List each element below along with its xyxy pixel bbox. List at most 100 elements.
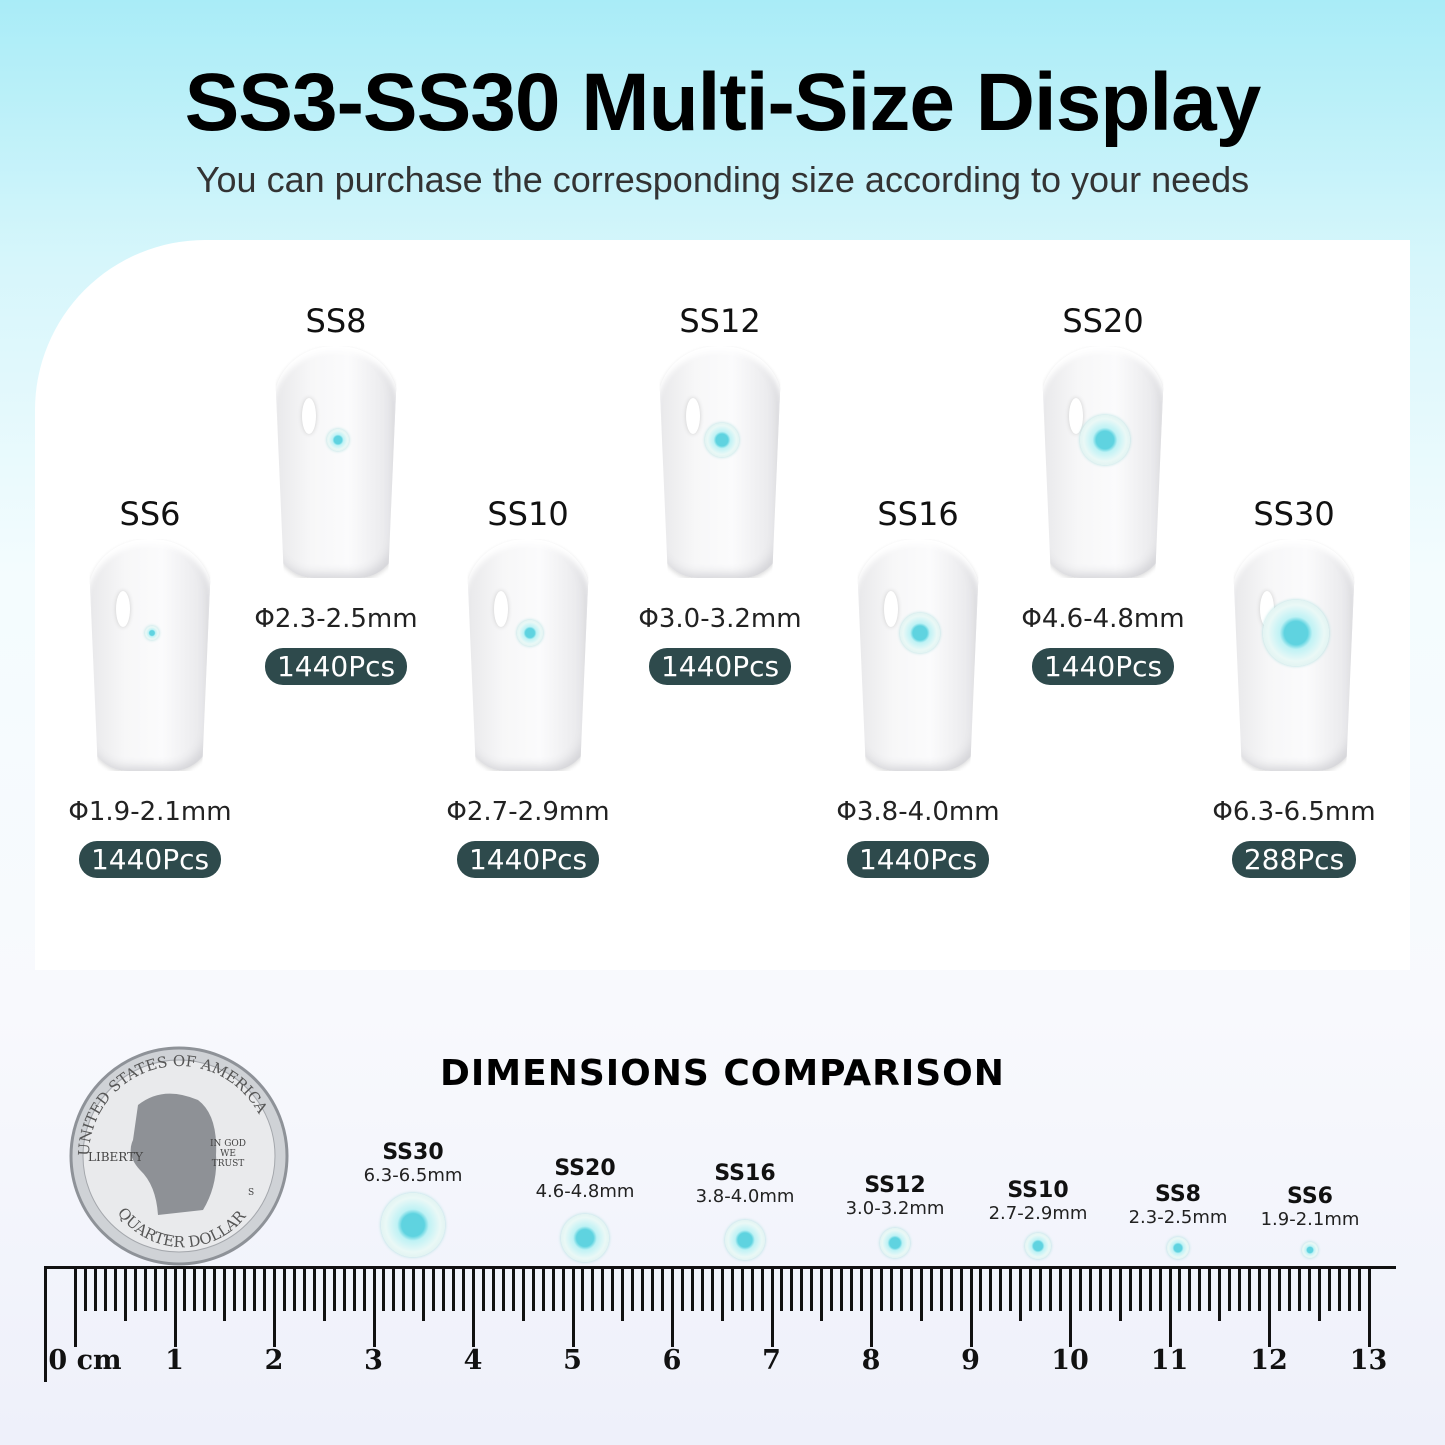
ruler-tick [750,1269,754,1311]
ruler-tick [511,1269,515,1311]
page-title: SS3-SS30 Multi-Size Display [184,57,1262,148]
comparison-size: 2.3-2.5mm [1128,1207,1228,1228]
ruler-tick [292,1269,296,1311]
ruler-tick [143,1269,147,1311]
ruler-tick [362,1269,366,1311]
ruler-tick [651,1269,655,1311]
nail-tip-image [88,539,212,771]
ruler-tick [1277,1269,1281,1311]
size-name: SS30 [1253,495,1335,533]
ruler-tick [1218,1269,1222,1321]
ruler-tick [1039,1269,1043,1311]
diameter-label: Φ6.3-6.5mm [1212,797,1376,827]
size-card-ss6: SS6 Φ1.9-2.1mm 1440Pcs [30,495,270,878]
ruler-label: 0 cm [48,1345,122,1376]
ruler-tick [1228,1269,1232,1311]
ruler-tick [820,1269,824,1321]
ruler-tick [352,1269,356,1311]
size-name: SS10 [487,495,569,533]
rhinestone-icon [1167,1237,1189,1259]
diameter-label: Φ3.8-4.0mm [836,797,1000,827]
ruler-tick [481,1269,485,1311]
ruler-tick [223,1269,227,1321]
ruler-tick [770,1269,774,1347]
comparison-title: DIMENSIONS COMPARISON [440,1053,1005,1094]
ruler-tick [183,1269,187,1311]
ruler-tick [690,1269,694,1311]
quantity-badge: 1440Pcs [846,841,990,878]
ruler-tick [1078,1269,1082,1311]
comparison-item: SS12 3.0-3.2mm [830,1173,960,1219]
comparison-name: SS30 [382,1140,444,1165]
ruler-tick [551,1269,555,1311]
rhinestone-icon [725,1220,765,1260]
ruler-tick [312,1269,316,1311]
ruler-tick [203,1269,207,1311]
ruler-label: 3 [364,1345,383,1376]
ruler-tick [193,1269,197,1311]
ruler-tick [840,1269,844,1311]
ruler-tick [790,1269,794,1311]
nail-tip-image [1041,346,1165,578]
ruler-tick [810,1269,814,1311]
ruler-label: 10 [1051,1345,1089,1376]
ruler-tick [760,1269,764,1311]
ruler-tick [263,1269,267,1311]
size-card-ss30: SS30 Φ6.3-6.5mm 288Pcs [1174,495,1414,878]
ruler-tick [412,1269,416,1311]
ruler-tick [661,1269,665,1311]
diameter-label: Φ3.0-3.2mm [638,604,802,634]
ruler-tick [1098,1269,1102,1311]
ruler-tick [541,1269,545,1311]
ruler-tick [601,1269,605,1311]
ruler-tick [302,1269,306,1311]
ruler-tick [521,1269,525,1321]
diameter-label: Φ2.7-2.9mm [446,797,610,827]
ruler-tick [959,1269,963,1311]
nail-tip-image [466,539,590,771]
ruler-label: 6 [662,1345,682,1376]
size-card-ss12: SS12 Φ3.0-3.2mm 1440Pcs [600,302,840,685]
comparison-item: SS20 4.6-4.8mm [520,1156,650,1202]
ruler-tick [432,1269,436,1311]
size-card-ss8: SS8 Φ2.3-2.5mm 1440Pcs [216,302,456,685]
ruler-tick [1019,1269,1023,1321]
ruler-tick [700,1269,704,1311]
rhinestone-icon [900,613,940,653]
size-name: SS16 [877,495,959,533]
ruler-tick [571,1269,575,1347]
ruler-tick [452,1269,456,1311]
rhinestone-icon [561,1214,609,1262]
ruler-tick [919,1269,923,1321]
comparison-item: SS6 1.9-2.1mm [1245,1184,1375,1230]
ruler-tick [591,1269,595,1311]
ruler-tick [939,1269,943,1311]
ruler-label: 13 [1349,1345,1388,1376]
ruler-tick [1327,1269,1331,1311]
rhinestone-icon [1263,600,1329,666]
ruler-tick [860,1269,864,1311]
coin-mint: S [248,1188,254,1198]
ruler-tick [103,1269,107,1311]
ruler-tick [243,1269,247,1311]
ruler-tick [332,1269,336,1311]
comparison-size: 4.6-4.8mm [535,1181,635,1202]
ruler-tick [163,1269,167,1311]
nail-tip-image [658,346,782,578]
ruler-tick [74,1269,77,1347]
page-subtitle: You can purchase the corresponding size … [195,159,1250,200]
quantity-badge: 1440Pcs [648,648,792,685]
size-card-ss20: SS20 Φ4.6-4.8mm 1440Pcs [983,302,1223,685]
ruler-tick [1307,1269,1311,1311]
ruler-label: 9 [961,1345,980,1376]
ruler-tick [671,1269,674,1347]
ruler-label: 7 [762,1345,781,1376]
comparison-size: 3.8-4.0mm [695,1186,795,1207]
ruler-tick [1287,1269,1291,1311]
rhinestone-icon [880,1228,910,1258]
comparison-name: SS10 [1007,1178,1069,1203]
ruler-tick [322,1269,326,1321]
size-name: SS6 [119,495,181,533]
ruler-tick [949,1269,953,1311]
ruler-tick [1108,1269,1112,1311]
